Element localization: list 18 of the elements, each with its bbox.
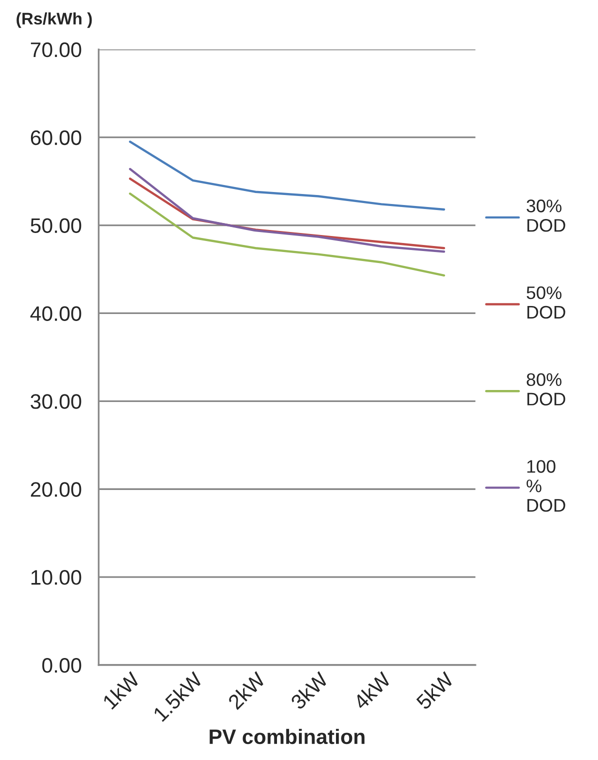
legend-label: 50% DOD <box>526 286 566 319</box>
line-series <box>128 178 446 250</box>
y-tick-label: 50.00 <box>30 218 82 234</box>
y-tick-label: 70.00 <box>30 42 82 58</box>
y-axis-title: (Rs/kWh ) <box>16 12 92 28</box>
y-tick-label: 20.00 <box>30 482 82 497</box>
legend-label: 30% DOD <box>526 200 566 232</box>
line-series <box>128 192 446 277</box>
y-tick-label: 10.00 <box>31 570 82 585</box>
legend-label: 80% DOD <box>526 373 566 406</box>
x-axis-title: PV combination <box>210 728 364 744</box>
line-series <box>128 140 446 211</box>
y-tick-label: 60.00 <box>30 130 82 146</box>
y-tick-label: 30.00 <box>30 394 82 409</box>
y-tick-label: 0.00 <box>42 658 82 673</box>
y-tick-label: 40.00 <box>30 306 82 321</box>
line-series <box>128 168 446 253</box>
legend-label: 100 % DOD <box>526 460 566 512</box>
